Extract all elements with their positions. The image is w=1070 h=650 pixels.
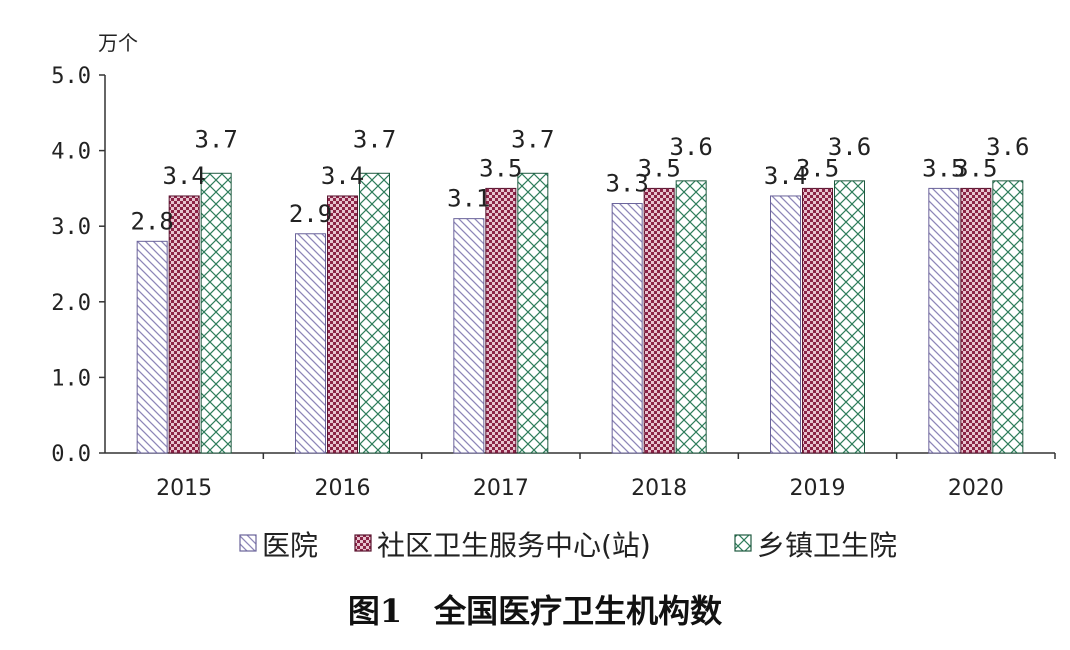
data-label: 3.7: [194, 125, 237, 153]
bar-2018-series-2: [643, 187, 675, 454]
legend-swatch: [734, 534, 752, 552]
data-label: 3.5: [479, 154, 522, 182]
data-label: 3.4: [321, 162, 364, 190]
bar-2016-series-1: [295, 233, 326, 454]
data-label: 2.9: [289, 200, 332, 228]
x-tick-label: 2020: [948, 476, 1004, 501]
bar-2016-series-2: [327, 195, 358, 454]
chart-title: 图1 全国医疗卫生机构数: [348, 592, 723, 630]
legend-label: 乡镇卫生院: [757, 529, 897, 562]
axes: 0.0 1.0 2.0 3.0 4.0 5.0 2015 2016 2017 2018 2019 20…: [51, 64, 1056, 501]
y-tick-label: 3.0: [51, 215, 91, 240]
data-label: 3.1: [447, 185, 490, 213]
y-axis-unit-label: 万个: [98, 31, 138, 55]
bar-2019-series-1: [770, 195, 801, 454]
bar-2017-series-1: [453, 218, 485, 454]
y-tick-label: 5.0: [51, 64, 91, 89]
data-label: 3.3: [605, 170, 648, 198]
data-label: 3.7: [511, 125, 554, 153]
bar-2018-series-1: [611, 203, 643, 454]
bar-2017-series-3: [517, 172, 549, 454]
x-tick-label: 2018: [631, 476, 687, 501]
legend-label: 社区卫生服务中心(站): [377, 529, 651, 562]
bar-2020-series-2: [960, 187, 992, 454]
bar-2020-series-3: [992, 180, 1024, 454]
legend-label: 医院: [262, 529, 318, 562]
x-tick-label: 2016: [315, 476, 371, 501]
data-label: 3.5: [954, 154, 997, 182]
bar-2015-series-1: [136, 240, 168, 454]
bar-2019-series-3: [834, 180, 865, 454]
data-label: 3.5: [796, 154, 839, 182]
bar-2018-series-3: [675, 180, 707, 454]
data-label: 2.8: [130, 207, 173, 235]
x-tick-label: 2017: [473, 476, 529, 501]
data-label: 3.6: [828, 133, 871, 161]
data-labels: 2.83.43.72.93.43.73.13.53.73.33.53.63.43…: [130, 125, 1029, 235]
y-tick-label: 4.0: [51, 140, 91, 165]
data-label: 3.4: [764, 162, 807, 190]
data-label: 3.5: [637, 154, 680, 182]
legend-swatch: [354, 534, 372, 552]
bar-2019-series-2: [802, 187, 833, 454]
bar-2017-series-2: [485, 187, 517, 454]
data-label: 3.7: [353, 125, 396, 153]
bar-2015-series-3: [200, 172, 232, 454]
data-label: 3.5: [922, 154, 965, 182]
legend-swatch: [239, 534, 257, 552]
bar-2016-series-3: [359, 172, 390, 454]
legend: 医院 社区卫生服务中心(站) 乡镇卫生院: [239, 529, 897, 562]
data-label: 3.6: [669, 133, 712, 161]
data-label: 3.6: [986, 133, 1029, 161]
y-tick-label: 0.0: [51, 442, 91, 467]
bars: [136, 172, 1024, 454]
x-tick-label: 2015: [156, 476, 212, 501]
y-tick-label: 2.0: [51, 291, 91, 316]
y-tick-label: 1.0: [51, 366, 91, 391]
bar-2020-series-1: [928, 187, 960, 454]
data-label: 3.4: [162, 162, 205, 190]
bar-2015-series-2: [168, 195, 200, 454]
x-tick-label: 2019: [790, 476, 846, 501]
